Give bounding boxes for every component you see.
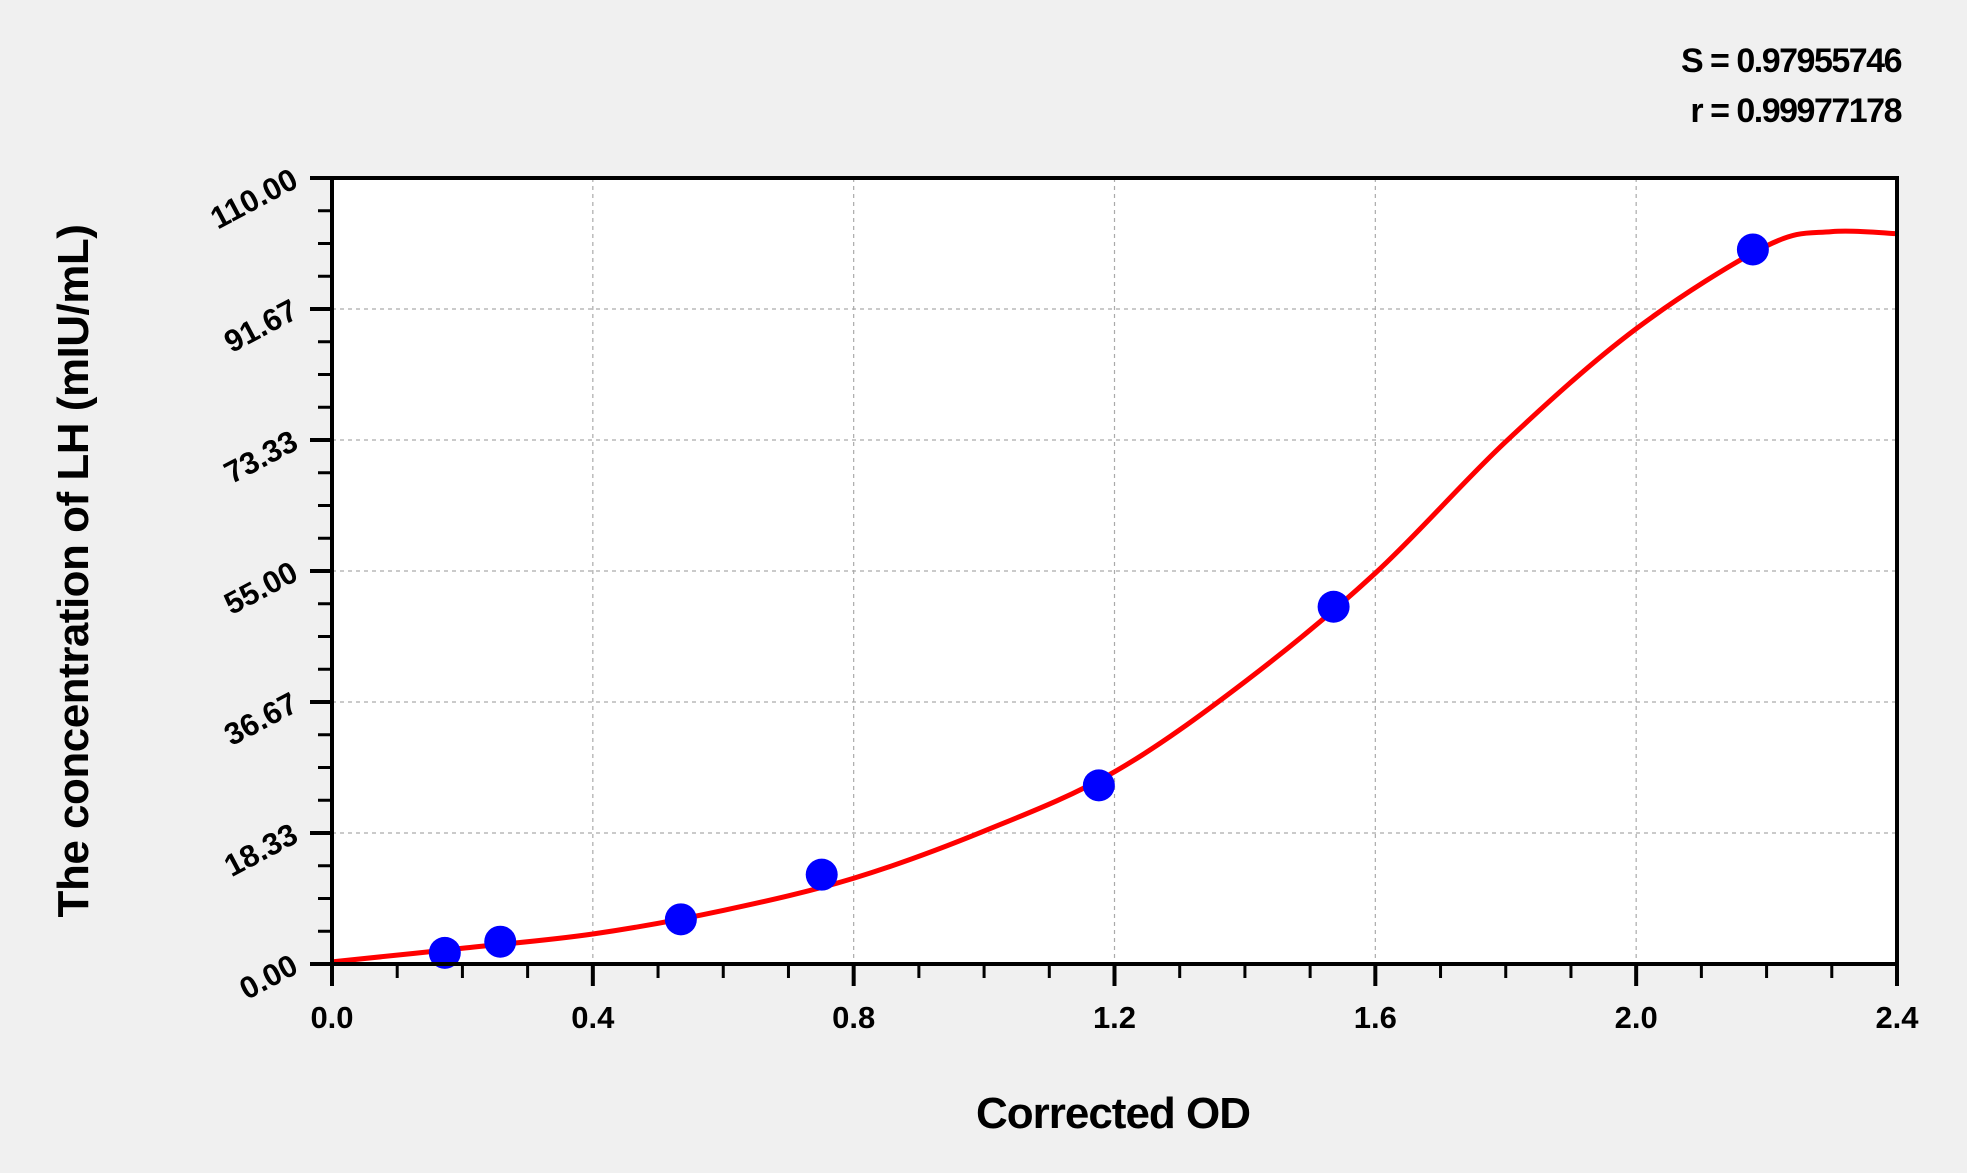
x-tick-label: 1.2 — [1093, 1000, 1136, 1035]
y-tick-label: 91.67 — [218, 292, 303, 359]
y-axis-label: The concentration of LH (mIU/mL) — [49, 225, 98, 918]
x-axis-label: Corrected OD — [976, 1089, 1250, 1138]
r-statistic: r = 0.99977178 — [1690, 92, 1902, 130]
fit-curve — [331, 228, 1898, 965]
y-tick-label: 18.33 — [218, 816, 303, 883]
x-tick-label: 1.6 — [1354, 1000, 1397, 1035]
data-point — [1736, 233, 1769, 266]
x-tick-label: 2.4 — [1875, 1000, 1919, 1035]
s-statistic: S = 0.97955746 — [1680, 42, 1903, 80]
data-point — [1082, 769, 1115, 802]
y-tick-label: 73.33 — [218, 423, 303, 490]
y-tick-label: 110.00 — [205, 161, 304, 236]
x-tick-label: 0.8 — [832, 1000, 875, 1035]
data-point — [1317, 590, 1350, 623]
y-tick-label: 36.67 — [218, 685, 303, 752]
data-point — [805, 858, 838, 891]
y-tick-label: 55.00 — [218, 554, 303, 621]
x-tick-label: 2.0 — [1615, 1000, 1658, 1035]
data-point — [428, 936, 461, 969]
x-tick-label: 0.0 — [310, 1000, 353, 1035]
x-tick-label: 0.4 — [571, 1000, 615, 1035]
y-tick-label: 0.00 — [234, 947, 304, 1006]
data-point — [484, 925, 517, 958]
data-point — [664, 903, 697, 936]
